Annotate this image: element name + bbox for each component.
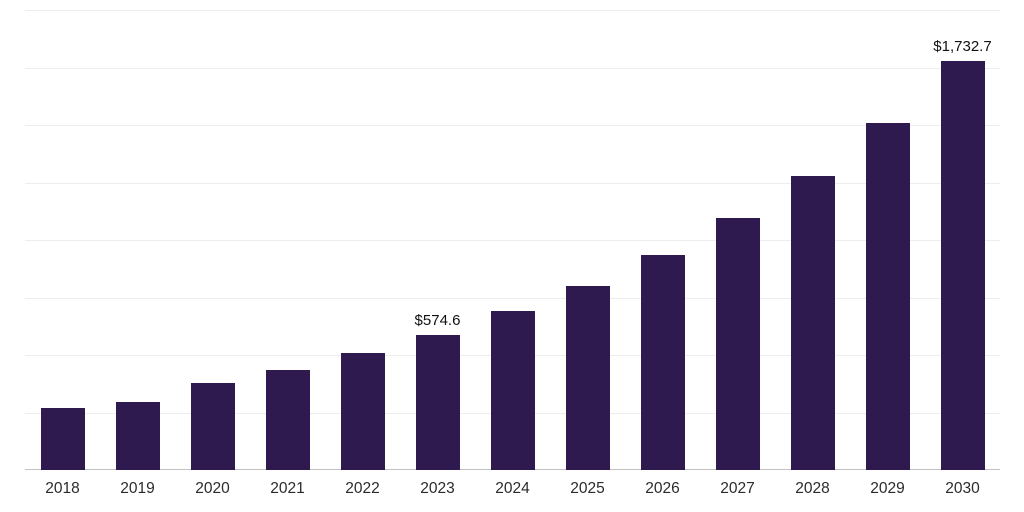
gridline — [25, 240, 1000, 241]
x-tick-label-2022: 2022 — [345, 480, 380, 497]
gridline — [25, 67, 1000, 69]
plot-area: $574.6 $1,732.7 — [25, 10, 1000, 470]
bar-value-label-2030: $1,732.7 — [933, 38, 992, 56]
bar-slot-2028 — [775, 10, 850, 470]
bar-slot-2022 — [325, 10, 400, 470]
bar-slot-2025 — [550, 10, 625, 470]
bar-slot-2023: $574.6 — [400, 10, 475, 470]
bar-2030 — [940, 61, 985, 470]
bars-group: $574.6 $1,732.7 — [25, 10, 1000, 470]
gridline — [25, 125, 1000, 126]
bar-2025 — [565, 286, 610, 470]
bar-2018 — [40, 407, 85, 470]
bar-2026 — [640, 255, 685, 470]
x-tick-label-2021: 2021 — [270, 480, 305, 497]
x-tick-label-2027: 2027 — [720, 480, 755, 497]
bar-2024 — [490, 311, 535, 470]
bar-2020 — [190, 382, 235, 470]
x-tick-label-2030: 2030 — [945, 480, 980, 497]
x-tick-label-2023: 2023 — [420, 480, 455, 497]
bar-slot-2027 — [700, 10, 775, 470]
bar-slot-2024 — [475, 10, 550, 470]
bar-2022 — [340, 352, 385, 470]
bar-slot-2026 — [625, 10, 700, 470]
bar-slot-2029 — [850, 10, 925, 470]
x-tick-label-2019: 2019 — [120, 480, 155, 497]
x-tick-label-2026: 2026 — [645, 480, 680, 497]
x-tick-label-2029: 2029 — [870, 480, 905, 497]
x-tick-label-2025: 2025 — [570, 480, 605, 497]
bar-2027 — [715, 217, 760, 470]
bar-2021 — [265, 369, 310, 470]
bar-2028 — [790, 175, 835, 470]
bar-slot-2018 — [25, 10, 100, 470]
gridline — [25, 10, 1000, 11]
x-tick-label-2024: 2024 — [495, 480, 530, 497]
bar-2023 — [415, 334, 460, 470]
x-tick-label-2028: 2028 — [795, 480, 830, 497]
bar-slot-2021 — [250, 10, 325, 470]
x-tick-label-2020: 2020 — [195, 480, 230, 497]
bar-slot-2019 — [100, 10, 175, 470]
bar-slot-2020 — [175, 10, 250, 470]
bar-2019 — [115, 401, 160, 470]
gridline — [25, 297, 1000, 299]
gridline — [25, 182, 1000, 184]
bar-2029 — [865, 122, 910, 470]
x-tick-label-2018: 2018 — [45, 480, 80, 497]
x-axis-labels: 2018 2019 2020 2021 2022 2023 2024 2025 2026 2027… — [25, 480, 1000, 498]
bar-value-label-2023: $574.6 — [414, 311, 461, 329]
bar-slot-2030: $1,732.7 — [925, 10, 1000, 470]
